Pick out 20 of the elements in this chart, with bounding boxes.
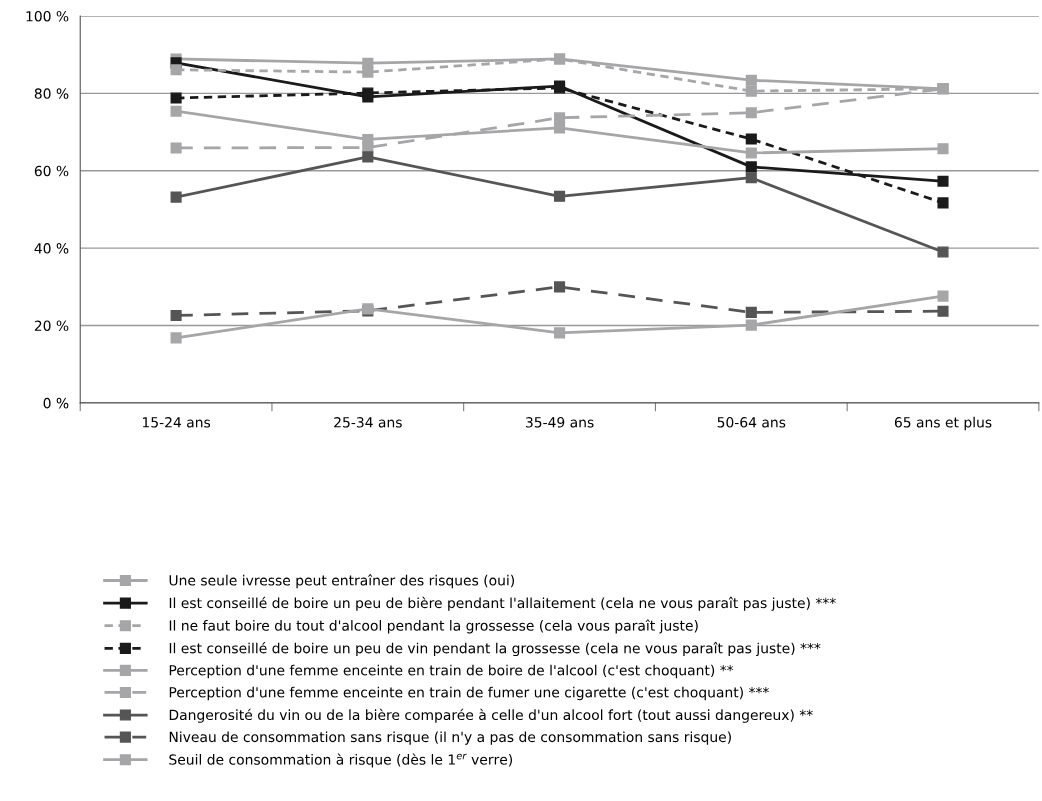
legend-label: Il est conseillé de boire un peu de bière pendant l'allaitement (cela ne vous paraît pas juste) ***	[169, 596, 836, 611]
y-tick-label: 40 %	[34, 243, 69, 254]
y-tick-label: 0 %	[43, 397, 69, 409]
x-tick-label: 50-64 ans	[717, 417, 786, 428]
legend-label: Dangerosité du vin ou de la bière comparée à celle d'un alcool fort (tout aussi dangereux) **	[169, 708, 813, 723]
y-tick-label: 80 %	[34, 88, 69, 99]
legend-label: Niveau de consommation sans risque (il n'y a pas de consommation sans risque)	[169, 731, 731, 745]
legend-label: Il ne faut boire du tout d'alcool pendant la grossesse (cela vous paraît juste)	[169, 619, 698, 634]
legend-label: Perception d'une femme enceinte en train de boire de l'alcool (c'est choquant) **	[169, 664, 734, 679]
legend-label: Seuil de consommation à risque (dès le 1$^{er}$ verre)	[169, 753, 513, 768]
x-tick-label: 35-49 ans	[525, 417, 594, 428]
legend-label: Une seule ivresse peut entraîner des risques (oui)	[169, 574, 515, 589]
legend-label: Il est conseillé de boire un peu de vin pendant la grossesse (cela ne vous paraît pas juste) ***	[169, 642, 821, 657]
y-tick-label: 60 %	[34, 165, 69, 177]
x-tick-label: 15-24 ans	[142, 417, 211, 428]
x-tick-label: 65 ans et plus	[894, 416, 992, 431]
y-tick-label: 20 %	[34, 320, 69, 331]
y-tick-label: 100 %	[26, 10, 69, 22]
x-tick-label: 25-34 ans	[334, 417, 402, 428]
legend-label: Perception d'une femme enceinte en train de fumer une cigarette (c'est choquant) ***	[169, 686, 769, 701]
